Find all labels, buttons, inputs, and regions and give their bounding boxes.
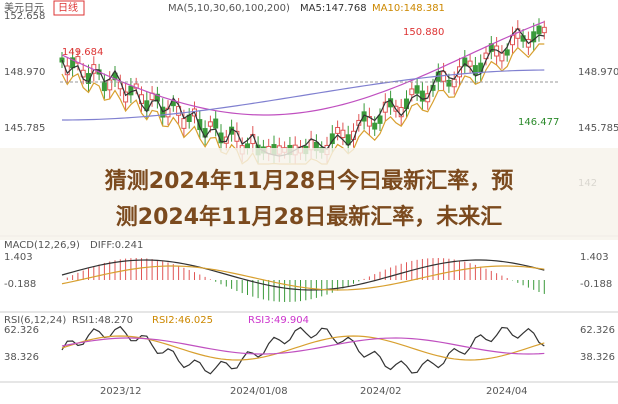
ma-label: MA(5,10,30,60,100,200)	[168, 3, 290, 14]
date-label: 2023/12	[100, 386, 142, 397]
date-label: 2024/02	[360, 386, 402, 397]
decoration	[61, 325, 545, 375]
decoration	[451, 78, 457, 88]
decoration	[197, 119, 203, 131]
rsi3: RSI3:49.904	[248, 315, 309, 326]
decoration	[441, 71, 447, 82]
decoration	[414, 85, 420, 94]
decoration	[340, 129, 346, 138]
rsi1: RSI1:48.270	[72, 315, 133, 326]
low-mark: 146.477	[518, 117, 559, 128]
decoration	[467, 60, 473, 67]
date-label: 2024/01/08	[230, 386, 288, 397]
decoration	[377, 115, 383, 124]
decoration	[335, 126, 341, 134]
symbol: 美元日元	[4, 1, 44, 14]
decoration	[75, 56, 81, 64]
decoration	[61, 259, 545, 291]
decoration	[446, 79, 452, 87]
axis-label: 145.785	[578, 123, 618, 134]
axis-label: 62.326	[4, 325, 39, 336]
decoration	[181, 118, 187, 129]
decoration	[504, 49, 510, 56]
decoration	[207, 121, 213, 127]
axis-label: 148.970	[578, 67, 618, 78]
decoration	[107, 79, 113, 91]
date-label: 2024/04	[486, 386, 528, 397]
axis-label: 152.658	[4, 11, 45, 22]
axis-label: -0.188	[4, 279, 36, 290]
decoration	[457, 66, 462, 78]
decoration	[245, 143, 250, 149]
overlay-band	[0, 148, 618, 240]
decoration	[213, 118, 219, 129]
high-mark: 149.684	[62, 47, 103, 58]
decoration	[366, 115, 372, 127]
axis-label: 38.326	[580, 352, 615, 363]
ma5: MA5:147.768	[300, 3, 367, 14]
decoration	[101, 81, 107, 92]
axis-label: -0.188	[580, 279, 612, 290]
decoration	[128, 85, 134, 96]
high-mark: 150.880	[403, 27, 444, 38]
axis-label: 145.785	[4, 123, 45, 134]
decoration	[123, 91, 129, 103]
decoration	[462, 57, 468, 67]
decoration	[61, 21, 545, 116]
decoration	[372, 122, 378, 130]
overlay-title: 测2024年11月28日最新汇率，未来汇	[116, 204, 502, 230]
decoration	[61, 69, 545, 121]
period[interactable]: 日线	[58, 1, 78, 14]
decoration	[531, 31, 537, 43]
decoration	[61, 265, 545, 291]
decoration	[541, 26, 547, 34]
decoration	[112, 72, 118, 81]
decoration	[499, 52, 505, 62]
decoration	[409, 88, 415, 96]
rsi2: RSI2:46.025	[152, 315, 213, 326]
decoration	[419, 90, 425, 102]
overlay-title: 猜测2024年11月28日今曰最新汇率，预	[104, 168, 513, 194]
axis-label: 1.403	[580, 252, 609, 263]
decoration	[536, 25, 542, 35]
rsi-label: RSI(6,12,24)	[4, 315, 66, 326]
decoration	[472, 65, 478, 76]
macd-diff: DIFF:0.241	[90, 240, 143, 251]
axis-label: 38.326	[4, 352, 39, 363]
macd-label: MACD(12,26,9)	[4, 240, 80, 251]
axis-label: 148.970	[4, 67, 45, 78]
decoration	[61, 27, 545, 157]
axis-label: 1.403	[4, 252, 33, 263]
ma10: MA10:148.381	[372, 3, 445, 14]
axis-label: 62.326	[580, 325, 615, 336]
period-box[interactable]	[53, 0, 85, 16]
decoration	[61, 337, 545, 355]
